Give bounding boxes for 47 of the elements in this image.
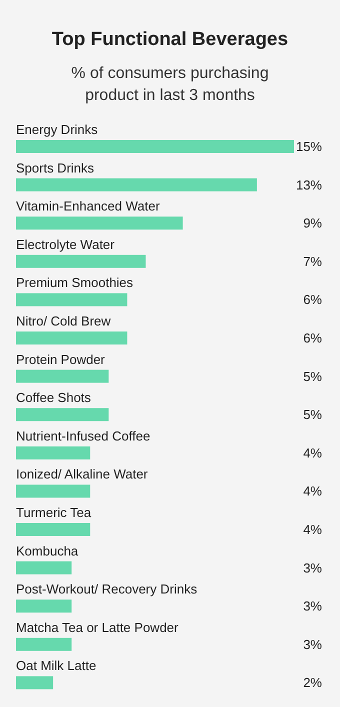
bar <box>16 600 72 613</box>
chart-title: Top Functional Beverages <box>52 29 288 50</box>
data-label: 7% <box>303 254 322 269</box>
bar <box>16 254 146 268</box>
bar <box>16 332 128 344</box>
y-tick-label: Sports Drinks <box>16 160 95 176</box>
data-label: 5% <box>303 368 322 384</box>
bar <box>16 293 128 306</box>
data-label: 5% <box>303 407 322 422</box>
bar <box>16 370 109 383</box>
y-tick-label: Oat Milk Latte <box>16 658 96 674</box>
y-tick-label: Coffee Shots <box>16 390 92 406</box>
y-tick-label: Electrolyte Water <box>16 236 116 252</box>
y-tick-label: Kombucha <box>16 543 79 558</box>
data-label: 3% <box>303 560 322 576</box>
y-tick-label: Nitro/ Cold Brew <box>16 314 112 328</box>
y-tick-label: Post-Workout/ Recovery Drinks <box>16 582 198 597</box>
data-label: 13% <box>296 177 322 192</box>
y-tick-label: Protein Powder <box>16 352 106 367</box>
data-label: 4% <box>303 484 322 499</box>
data-label: 4% <box>303 445 322 460</box>
data-label: 15% <box>296 139 322 154</box>
data-label: 2% <box>303 675 322 690</box>
data-label: 9% <box>303 216 322 231</box>
y-tick-label: Vitamin-Enhanced Water <box>16 198 160 214</box>
data-label: 6% <box>303 330 322 346</box>
bar <box>16 446 90 460</box>
y-tick-label: Turmeric Tea <box>16 505 92 520</box>
data-label: 3% <box>303 598 322 614</box>
y-tick-label: Matcha Tea or Latte Powder <box>16 620 180 635</box>
bar <box>16 216 183 230</box>
y-tick-label: Premium Smoothies <box>16 275 134 290</box>
y-tick-label: Nutrient-Infused Coffee <box>16 428 150 444</box>
y-tick-label: Ionized/ Alkaline Water <box>16 466 148 482</box>
bar <box>16 638 72 651</box>
data-label: 4% <box>303 522 322 537</box>
chart-subtitle: % of consumers purchasing product in last 3 months <box>71 65 269 104</box>
bar <box>16 484 90 498</box>
bar <box>16 140 294 153</box>
data-label: 6% <box>303 292 322 308</box>
bar <box>16 178 257 192</box>
bar <box>16 523 90 536</box>
bar <box>16 561 72 574</box>
data-label: 3% <box>303 636 322 652</box>
bar <box>16 676 54 690</box>
bar <box>16 408 109 422</box>
y-tick-label: Energy Drinks <box>16 122 98 137</box>
